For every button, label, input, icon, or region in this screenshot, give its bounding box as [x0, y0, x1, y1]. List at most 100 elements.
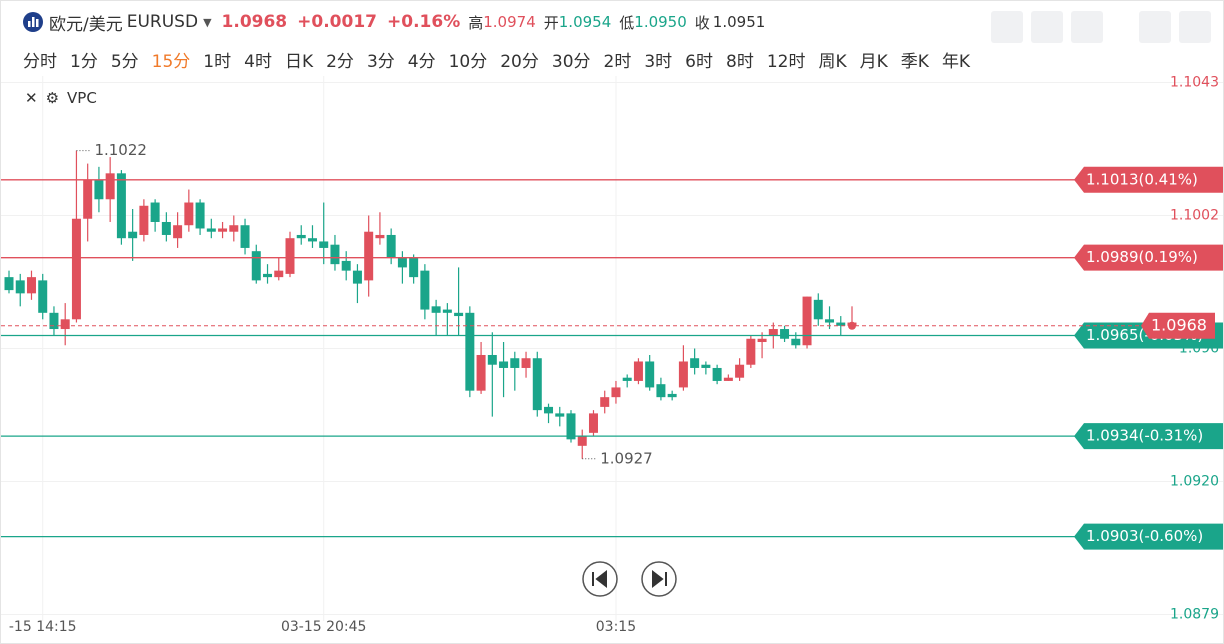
tab[interactable]: 月K — [859, 52, 888, 72]
candle-body — [38, 280, 48, 313]
candle-body — [60, 319, 70, 330]
tab[interactable]: 1分 — [70, 52, 98, 72]
high-label: 高 — [468, 13, 484, 32]
tab[interactable]: 20分 — [500, 52, 539, 72]
candle-body — [813, 299, 823, 320]
candle-body — [577, 436, 587, 446]
candle-body — [521, 358, 531, 368]
candle-body — [499, 361, 509, 368]
close: 1.0951 — [712, 13, 766, 31]
tab[interactable]: 季K — [900, 52, 929, 72]
logo — [23, 12, 43, 32]
candle-body — [49, 312, 59, 330]
candle-body — [633, 361, 643, 381]
tab[interactable]: 5分 — [110, 52, 139, 72]
tool-candle[interactable] — [1071, 11, 1103, 43]
dropdown[interactable]: ▼ — [203, 15, 212, 29]
candle-body — [645, 361, 655, 388]
playback — [582, 561, 677, 597]
tab[interactable]: 3分 — [366, 52, 395, 72]
candle-body — [465, 312, 475, 391]
close[interactable] — [1179, 11, 1211, 43]
tab[interactable]: 10分 — [448, 52, 488, 72]
tab[interactable]: 1时 — [203, 52, 232, 72]
candle-body — [532, 358, 542, 411]
candle-body — [431, 306, 441, 313]
remove[interactable]: ✕ — [25, 89, 38, 107]
y-tick-label: 1.0879 — [1170, 607, 1219, 623]
candle-body — [206, 228, 216, 232]
candle-body — [712, 367, 722, 381]
candle-body — [746, 338, 756, 365]
candle-body — [251, 251, 261, 281]
level-label: 1.0934(-0.31%) — [1086, 427, 1203, 445]
candle-body — [409, 257, 419, 278]
candle-body — [611, 387, 621, 398]
tools — [991, 11, 1103, 43]
candle-body — [150, 202, 160, 222]
candle-body — [218, 228, 228, 232]
candle-body — [330, 244, 340, 265]
tab[interactable]: 分时 — [23, 52, 57, 72]
tab[interactable]: 6时 — [685, 52, 713, 72]
next-icon — [652, 569, 667, 589]
candle-body — [510, 358, 520, 368]
candle-body — [555, 413, 565, 417]
open-label: 开 — [543, 13, 559, 32]
candle-body — [780, 329, 790, 339]
candle-body — [791, 338, 801, 346]
header: 欧元/美元 EURUSD ▼ 1.0968 +0.0017 +0.16% 高 1.… — [1, 1, 1223, 43]
candle-body — [263, 273, 273, 278]
tab[interactable]: 12时 — [766, 52, 806, 72]
tab[interactable]: 4时 — [244, 52, 272, 72]
tab[interactable]: 15分 — [151, 52, 191, 72]
tab[interactable]: 4分 — [407, 52, 436, 72]
candle-body — [307, 238, 317, 242]
tool-draw[interactable] — [1031, 11, 1063, 43]
candle-body — [4, 277, 14, 291]
candle-body — [825, 319, 835, 323]
candle-body — [836, 322, 846, 326]
candle-body — [678, 361, 688, 388]
tab[interactable]: 2分 — [326, 52, 354, 72]
open: 1.0954 — [558, 13, 612, 31]
settings[interactable]: ⚙ — [45, 89, 60, 107]
candle-body — [274, 270, 284, 278]
min-label: 1.0927 — [600, 449, 653, 467]
candle-body — [656, 384, 666, 398]
last-price-dot — [848, 321, 856, 330]
candle-body — [229, 225, 239, 232]
tab[interactable]: 8时 — [726, 52, 754, 72]
candle-body — [544, 406, 554, 414]
expand[interactable] — [1139, 11, 1171, 43]
change: +0.0017 — [297, 12, 377, 32]
tab[interactable]: 2时 — [603, 52, 632, 72]
candle-body — [768, 329, 778, 336]
candle-body — [341, 260, 351, 271]
tab[interactable]: 30分 — [551, 52, 591, 72]
tab[interactable]: 日K — [284, 52, 314, 72]
tab[interactable]: 3时 — [644, 52, 673, 72]
candle-body — [352, 270, 362, 284]
indicator: ✕ ⚙ VPC — [25, 89, 97, 107]
candle-body — [735, 364, 745, 378]
candle-body — [285, 238, 295, 274]
symbol[interactable]: EURUSD — [126, 12, 199, 32]
candle-body — [184, 202, 194, 226]
x-tick-label: 03-15 20:45 — [281, 619, 366, 635]
last-price-label: 1.0968 — [1151, 315, 1207, 334]
tab[interactable]: 周K — [818, 52, 847, 72]
y-tick-label: 1.1002 — [1170, 207, 1219, 223]
candle-body — [397, 257, 407, 268]
y-tick-label: 1.0920 — [1170, 474, 1219, 490]
y-tick-label: 1.1043 — [1170, 74, 1219, 90]
candle-body — [173, 225, 183, 239]
candle-body — [802, 296, 812, 346]
level-badge — [1074, 423, 1223, 450]
tool-line[interactable] — [991, 11, 1023, 43]
candle-body — [319, 241, 329, 248]
prev-icon — [592, 569, 607, 589]
timeframe-tabs: 分时 1分 5分 15分 1时 4时 日K 2分 3分 4分 10分 20分 30分 2时 3时 6时 8时 12… — [23, 47, 983, 72]
tab[interactable]: 年K — [941, 52, 971, 72]
